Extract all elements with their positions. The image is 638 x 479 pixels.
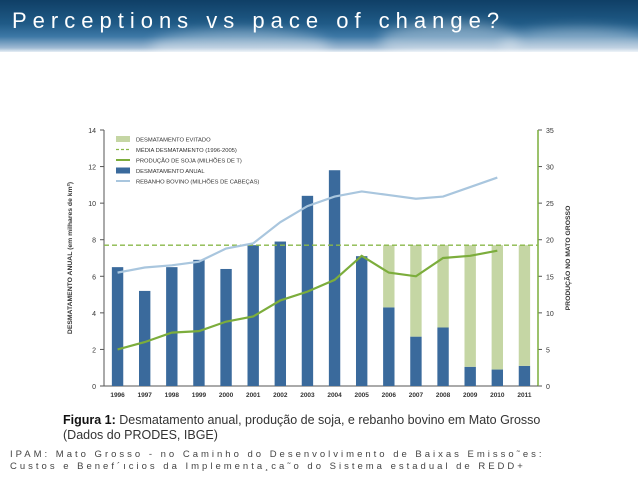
bar-desmatamento-evitado (383, 245, 395, 308)
y-tick-label-left: 4 (92, 311, 96, 318)
y-tick-label-left: 10 (88, 201, 96, 208)
y-tick-label-left: 8 (92, 238, 96, 245)
soy-production-line (117, 249, 498, 351)
y-tick-label-left: 14 (88, 128, 96, 135)
y-tick-label-right: 5 (546, 347, 550, 354)
y-tick-label-left: 12 (88, 165, 96, 172)
cloud-decoration (380, 22, 520, 62)
header-banner: Perceptions vs pace of change? (0, 0, 638, 66)
bar-desmatamento-anual (491, 369, 504, 386)
bar-desmatamento-evitado (518, 245, 531, 366)
bar-desmatamento-anual (355, 256, 368, 386)
x-tick-label: 2002 (273, 392, 288, 399)
chart: 0 2 4 6 8 10 12 14 0 5 10 15 20 25 30 35 1996 1997 1998 199… (67, 128, 572, 399)
x-tick-label: 1997 (137, 392, 152, 399)
legend-label: REBANHO BOVINO (MILHÕES DE CABEÇAS) (136, 179, 259, 186)
x-tick-label: 2004 (327, 392, 342, 399)
x-tick-label: 2009 (463, 392, 478, 399)
bar-desmatamento-anual (138, 290, 151, 386)
x-tick-label: 2003 (300, 392, 315, 399)
y-tick-label-right: 15 (546, 274, 554, 281)
bar-desmatamento-evitado (410, 245, 422, 337)
cloud-decoration (150, 30, 330, 65)
x-tick-label: 2008 (436, 392, 451, 399)
y-tick-label-left: 0 (92, 384, 96, 391)
x-tick-label: 2005 (354, 392, 369, 399)
bar-desmatamento-anual (274, 241, 287, 386)
y-tick-label-right: 35 (546, 128, 554, 135)
figure-caption: Figura 1: Desmatamento anual, produção d… (63, 413, 540, 427)
figure-caption-text: Desmatamento anual, produção de soja, e … (119, 413, 541, 427)
bar-desmatamento-evitado (464, 245, 476, 367)
x-tick-label: 1996 (110, 392, 125, 399)
slide-title: Perceptions vs pace of change? (12, 8, 506, 33)
x-tick-label: 1998 (165, 392, 180, 399)
x-tick-label: 2011 (517, 392, 531, 399)
chart-container: 0 2 4 6 8 10 12 14 0 5 10 15 20 25 30 35 1996 1997 1998 199… (60, 118, 580, 448)
bar-desmatamento-anual (464, 366, 476, 386)
bar-desmatamento-anual (437, 327, 449, 386)
bar-desmatamento-evitado (491, 245, 504, 370)
cloud-decoration (500, 28, 638, 66)
bar-desmatamento-evitado (437, 245, 449, 328)
cattle-herd-line (117, 176, 498, 274)
bar-desmatamento-anual (383, 307, 395, 386)
legend-swatch-annual (116, 167, 130, 174)
bar-desmatamento-anual (410, 336, 422, 386)
y-tick-label-right: 30 (546, 165, 554, 172)
y-tick-label-left: 6 (92, 274, 96, 281)
x-tick-label: 1999 (192, 392, 207, 399)
figure-caption-label: Figura 1: (63, 413, 116, 427)
y-tick-label-right: 0 (546, 384, 550, 391)
bar-desmatamento-anual (166, 267, 178, 386)
x-tick-label: 2007 (409, 392, 424, 399)
y-axis-label-left: DESMATAMENTO ANUAL (em milhares de km²) (67, 182, 74, 334)
bar-desmatamento-anual (111, 267, 124, 386)
x-tick-label: 2000 (219, 392, 234, 399)
figure-caption-source: (Dados do PRODES, IBGE) (63, 428, 218, 442)
x-tick-label: 2006 (382, 392, 397, 399)
bar-desmatamento-anual (220, 268, 232, 386)
legend-label: PRODUÇÃO DE SOJA (MILHÕES DE T) (136, 158, 242, 165)
legend-swatch-avoided (116, 136, 130, 142)
bar-desmatamento-anual (328, 170, 341, 386)
y-tick-label-right: 25 (546, 201, 554, 208)
y-tick-label-right: 10 (546, 311, 554, 318)
legend-label: MÉDIA DESMATAMENTO (1996-2005) (136, 147, 237, 154)
x-tick-label: 2010 (490, 392, 505, 399)
y-tick-label-right: 20 (546, 238, 554, 245)
source-line-1: IPAM: Mato Grosso - no Caminho do Desenv… (10, 449, 545, 460)
x-tick-label: 2001 (246, 392, 261, 399)
y-tick-label-left: 2 (92, 347, 96, 354)
legend-label: DESMATAMENTO ANUAL (136, 169, 205, 175)
legend-label: DESMATAMENTO EVITADO (136, 138, 211, 144)
bar-desmatamento-anual (518, 365, 531, 386)
source-line-2: Custos e Benef´ıcios da Implementa¸ca˜o … (10, 461, 526, 472)
y-axis-label-right: PRODUÇÃO NO MATO GROSSO (563, 206, 572, 311)
bar-desmatamento-anual (193, 259, 205, 386)
